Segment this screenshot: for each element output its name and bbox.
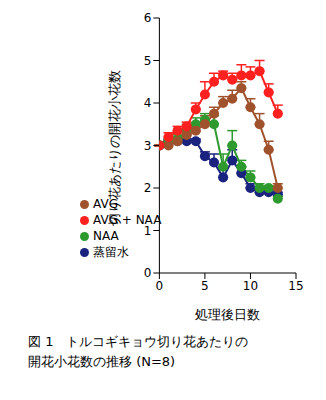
svg-text:2: 2 (144, 181, 152, 195)
svg-text:0: 0 (156, 279, 164, 293)
svg-text:6: 6 (144, 11, 152, 25)
svg-text:処理後日数: 処理後日数 (195, 307, 260, 322)
svg-text:15: 15 (288, 279, 303, 293)
svg-text:切り花あたりの開花小花数: 切り花あたりの開花小花数 (107, 70, 122, 226)
svg-text:5: 5 (201, 279, 209, 293)
svg-text:10: 10 (243, 279, 258, 293)
svg-text:5: 5 (144, 54, 152, 68)
svg-text:0: 0 (144, 266, 152, 280)
svg-text:4: 4 (144, 96, 152, 110)
svg-text:1: 1 (144, 224, 152, 238)
svg-text:3: 3 (144, 139, 152, 153)
